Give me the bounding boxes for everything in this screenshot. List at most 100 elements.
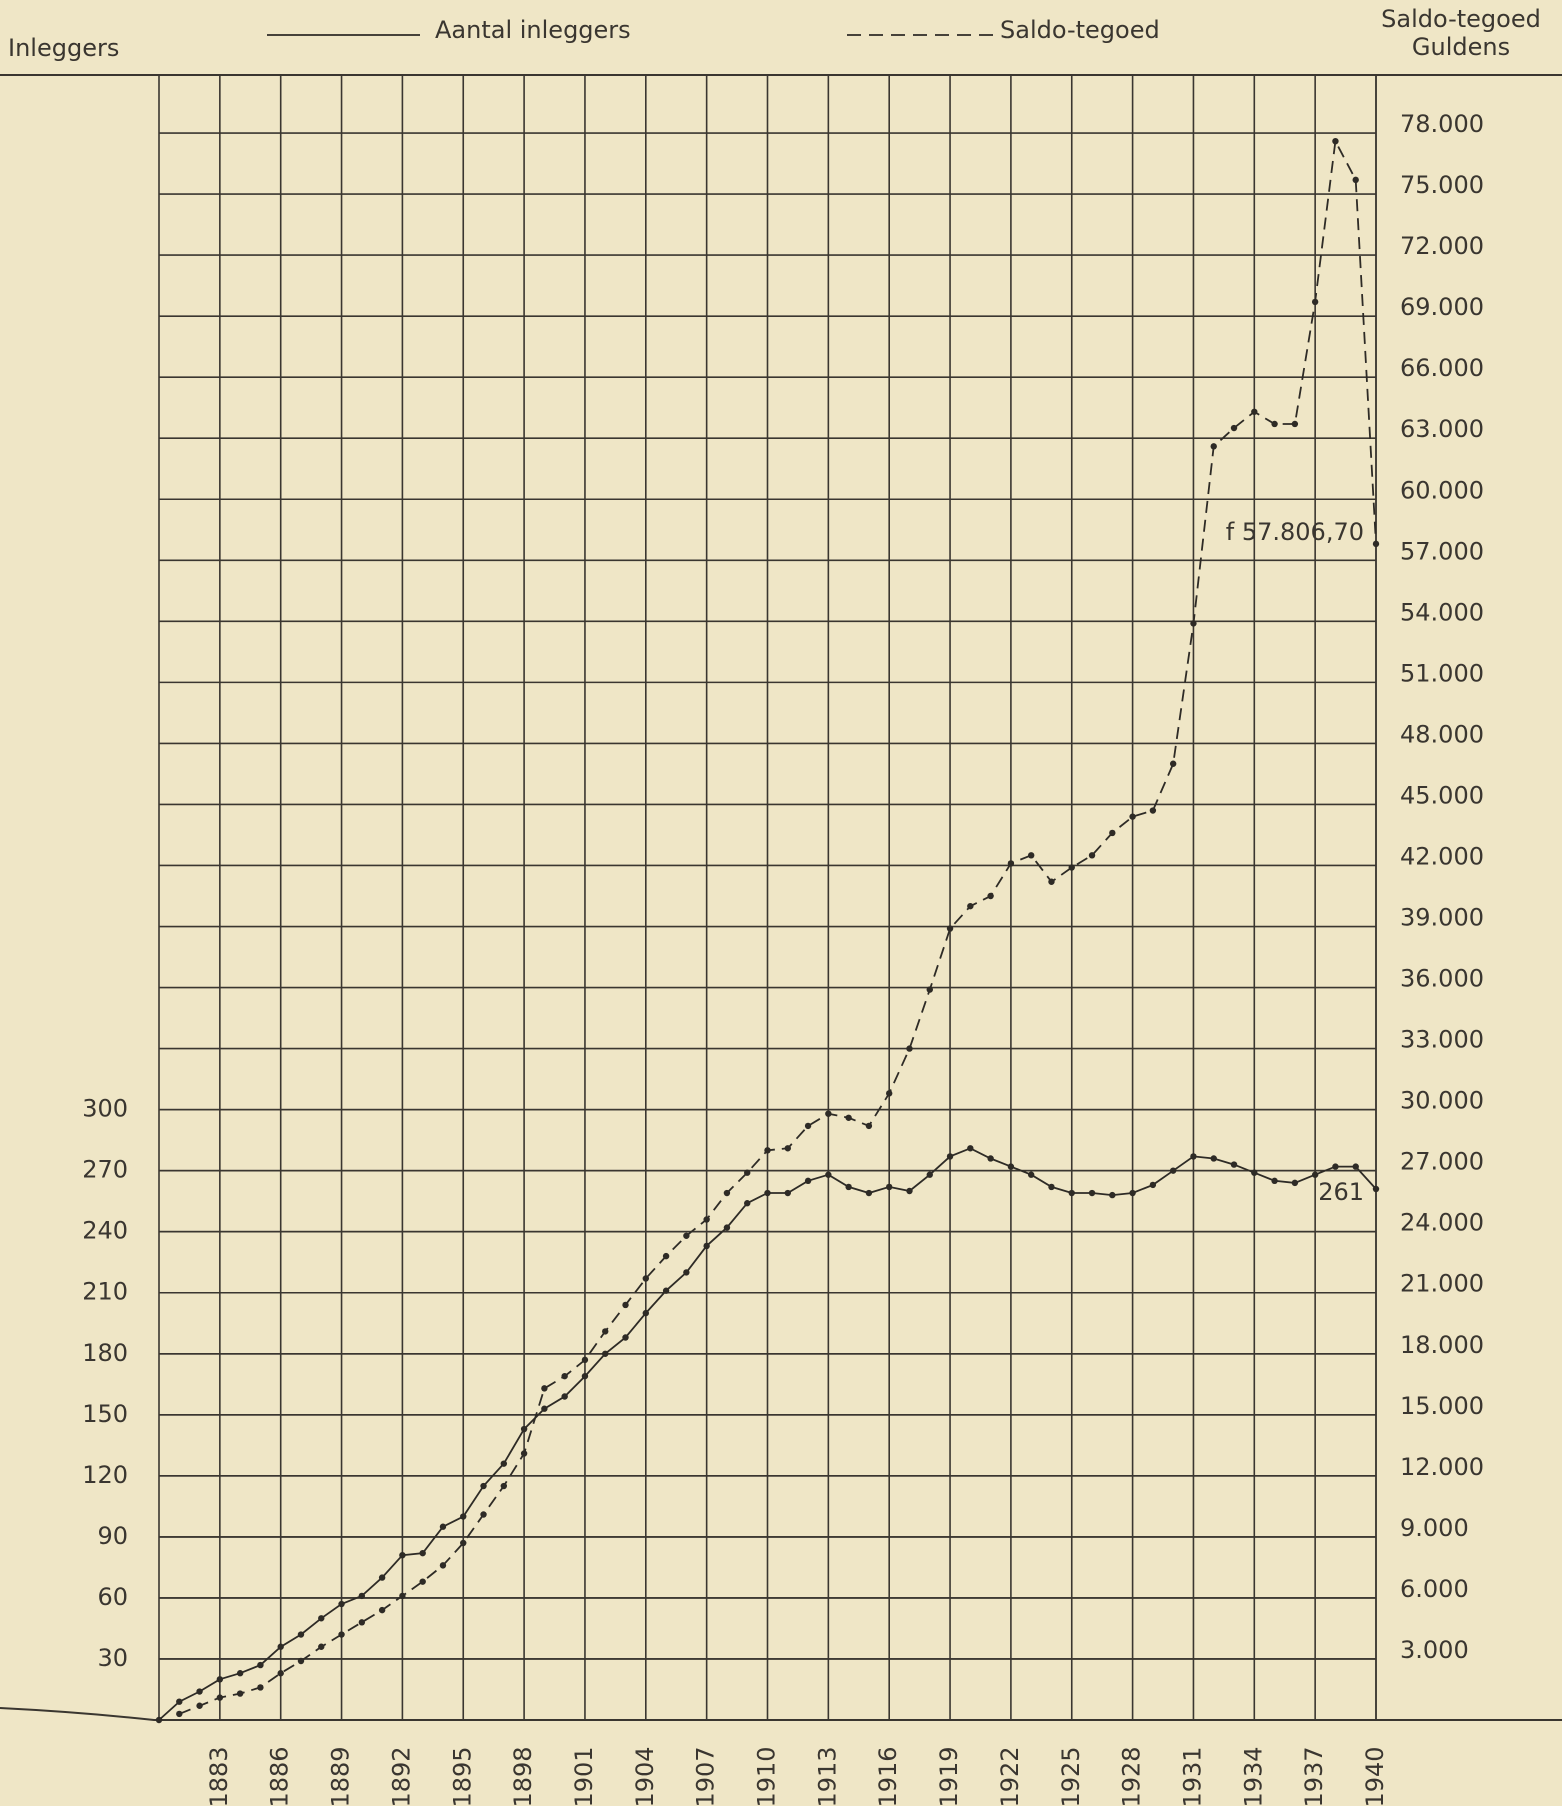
- data-point: [439, 1562, 447, 1569]
- y2-tick-label: 30.000: [1400, 1087, 1484, 1115]
- data-point: [683, 1269, 690, 1276]
- data-point: [1109, 1191, 1116, 1199]
- data-point: [318, 1643, 325, 1650]
- data-point: [1210, 443, 1217, 450]
- data-point: [703, 1242, 710, 1250]
- data-point: [541, 1405, 548, 1412]
- data-point: [744, 1169, 751, 1176]
- y2-tick-label: 3.000: [1400, 1636, 1469, 1664]
- data-point: [236, 1670, 244, 1677]
- data-point: [1088, 1189, 1096, 1197]
- data-point: [1332, 1163, 1339, 1170]
- data-point: [257, 1684, 264, 1691]
- data-point: [561, 1393, 568, 1400]
- data-point: [622, 1301, 629, 1309]
- y-tick-label: 60: [97, 1583, 128, 1611]
- data-point: [602, 1350, 609, 1357]
- data-point: [399, 1552, 406, 1559]
- y2-tick-label: 60.000: [1400, 476, 1484, 504]
- data-point: [257, 1661, 264, 1669]
- data-point: [358, 1592, 366, 1600]
- y2-tick-label: 33.000: [1400, 1026, 1484, 1054]
- data-point: [419, 1549, 426, 1557]
- data-point: [784, 1189, 791, 1197]
- data-point: [926, 986, 933, 993]
- data-point: [358, 1619, 366, 1626]
- data-point: [906, 1045, 913, 1052]
- x-tick-label: 1922: [996, 1746, 1024, 1806]
- x-tick-label: 1937: [1300, 1746, 1328, 1806]
- data-label: f 57.806,70: [1226, 518, 1364, 546]
- y2-tick-label: 45.000: [1400, 781, 1484, 809]
- y2-tick-label: 54.000: [1400, 598, 1484, 626]
- data-point: [1271, 1177, 1278, 1185]
- data-point: [987, 892, 994, 900]
- x-tick-label: 1889: [327, 1746, 355, 1806]
- data-point: [1210, 1155, 1217, 1162]
- y-tick-label: 180: [82, 1339, 128, 1367]
- data-point: [865, 1122, 873, 1130]
- x-tick-label: 1928: [1118, 1746, 1146, 1806]
- data-point: [338, 1631, 345, 1638]
- data-point: [1129, 813, 1136, 820]
- data-point: [723, 1224, 731, 1231]
- data-point: [946, 1153, 954, 1160]
- data-label: 261: [1318, 1178, 1364, 1206]
- data-point: [1251, 1169, 1258, 1176]
- data-point: [967, 1145, 974, 1152]
- y-tick-label: 210: [82, 1278, 128, 1306]
- data-point: [155, 1716, 163, 1724]
- data-point: [602, 1328, 609, 1335]
- data-point: [297, 1657, 305, 1665]
- data-point: [1068, 864, 1075, 871]
- data-point: [683, 1232, 690, 1239]
- x-tick-label: 1919: [935, 1746, 963, 1806]
- data-point: [1230, 424, 1238, 432]
- data-point: [378, 1574, 386, 1581]
- data-point: [277, 1670, 284, 1677]
- y2-tick-label: 72.000: [1400, 232, 1484, 260]
- data-point: [723, 1189, 731, 1197]
- data-point: [460, 1513, 467, 1520]
- data-point: [662, 1252, 670, 1260]
- data-point: [520, 1450, 528, 1457]
- data-point: [825, 1171, 832, 1178]
- data-point: [1291, 1179, 1299, 1187]
- y2-tick-label: 9.000: [1400, 1514, 1469, 1542]
- data-point: [1027, 1171, 1035, 1178]
- data-point: [1149, 1181, 1157, 1189]
- y2-tick-label: 27.000: [1400, 1148, 1484, 1176]
- x-tick-label: 1904: [631, 1746, 659, 1806]
- data-point: [236, 1690, 244, 1697]
- data-point: [419, 1578, 426, 1585]
- data-point: [946, 925, 954, 932]
- x-tick-label: 1883: [205, 1746, 233, 1806]
- data-point: [764, 1147, 771, 1154]
- data-point: [744, 1200, 751, 1207]
- data-point: [845, 1183, 852, 1191]
- data-point: [1190, 620, 1197, 627]
- data-point: [906, 1187, 913, 1195]
- data-point: [926, 1171, 933, 1178]
- data-point: [1332, 137, 1339, 145]
- y2-tick-label: 12.000: [1400, 1453, 1484, 1481]
- data-point: [561, 1372, 568, 1380]
- data-point: [764, 1189, 771, 1197]
- data-point: [1230, 1161, 1238, 1168]
- y-axis-label: Inleggers: [8, 34, 119, 62]
- y-tick-label: 120: [82, 1461, 128, 1489]
- data-point: [1048, 1183, 1055, 1191]
- data-point: [500, 1482, 508, 1490]
- data-point: [1129, 1189, 1136, 1197]
- y2-tick-label: 36.000: [1400, 965, 1484, 993]
- data-point: [784, 1145, 791, 1152]
- data-point: [987, 1155, 994, 1162]
- y2-tick-label: 21.000: [1400, 1270, 1484, 1298]
- y-tick-label: 300: [82, 1095, 128, 1123]
- y-tick-label: 90: [97, 1522, 128, 1550]
- data-point: [1149, 807, 1157, 814]
- data-point: [500, 1460, 508, 1467]
- data-point: [967, 902, 974, 910]
- x-tick-label: 1934: [1239, 1746, 1267, 1806]
